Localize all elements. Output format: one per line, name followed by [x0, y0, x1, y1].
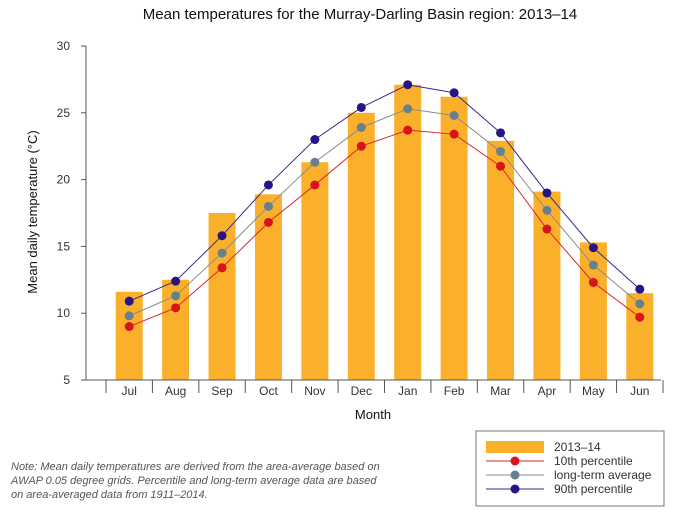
x-tick-label: Nov: [304, 384, 325, 398]
x-tick-label: May: [582, 384, 605, 398]
series-point: [449, 129, 459, 139]
x-tick-label: Jun: [630, 384, 649, 398]
series-point: [356, 102, 366, 112]
series-point: [496, 147, 506, 157]
legend-label: 10th percentile: [554, 454, 633, 468]
series-point: [124, 311, 134, 321]
x-tick-label: Sep: [211, 384, 233, 398]
bar: [115, 291, 143, 380]
series-line: [129, 108, 641, 317]
series-point: [635, 299, 645, 309]
y-axis: 5 10 15 20 25 30: [57, 39, 86, 387]
bar: [487, 140, 515, 380]
series-point: [356, 122, 366, 132]
bar: [208, 213, 236, 380]
y-tick-label: 30: [57, 39, 71, 53]
series-line: [129, 129, 641, 328]
series-point: [263, 180, 273, 190]
series-point: [171, 303, 181, 313]
y-tick-label: 20: [57, 173, 71, 187]
series-point: [496, 161, 506, 171]
series-point: [588, 277, 598, 287]
legend-swatch-marker: [510, 470, 520, 480]
y-tick-label: 10: [57, 306, 71, 320]
series-point: [542, 188, 552, 198]
legend-swatch-bar: [486, 441, 544, 453]
series-point: [496, 128, 506, 138]
series-point: [310, 135, 320, 145]
bar: [301, 162, 329, 380]
x-tick-label: Apr: [538, 384, 557, 398]
x-tick-label: Oct: [259, 384, 278, 398]
series-point: [171, 276, 181, 286]
series-point: [310, 157, 320, 167]
x-axis-label: Month: [355, 407, 391, 422]
footnote: Note: Mean daily temperatures are derive…: [11, 461, 380, 501]
y-tick-label: 15: [57, 239, 71, 253]
chart-title: Mean temperatures for the Murray-Darling…: [143, 6, 577, 23]
series-point: [542, 224, 552, 234]
bar: [440, 96, 468, 380]
series-line: [129, 84, 641, 302]
series-point: [124, 322, 134, 332]
series-point: [124, 296, 134, 306]
y-axis-label: Mean daily temperature (°C): [25, 130, 40, 293]
series-point: [310, 180, 320, 190]
bar: [533, 191, 561, 380]
series-point: [449, 110, 459, 120]
series-point: [635, 284, 645, 294]
legend-label: 90th percentile: [554, 482, 633, 496]
series-point: [356, 141, 366, 151]
series-point: [542, 205, 552, 215]
series-point: [263, 201, 273, 211]
series-point: [588, 243, 598, 253]
series-point: [403, 125, 413, 135]
y-tick-label: 25: [57, 106, 71, 120]
legend-swatch-marker: [510, 456, 520, 466]
series-point: [588, 260, 598, 270]
series-point: [449, 88, 459, 98]
x-tick-label: Jan: [398, 384, 417, 398]
bar-series: [115, 84, 654, 381]
series-point: [171, 291, 181, 301]
series-point: [217, 248, 227, 258]
legend-label: long-term average: [554, 468, 652, 482]
series-point: [403, 104, 413, 114]
x-tick-label: Mar: [490, 384, 511, 398]
y-tick-label: 5: [63, 373, 70, 387]
x-axis: Jul Aug Sep Oct Nov Dec Jan Feb Mar Apr May Jun: [105, 380, 664, 398]
legend-swatch-marker: [510, 484, 520, 494]
series-point: [635, 312, 645, 322]
series-point: [217, 231, 227, 241]
series-point: [263, 217, 273, 227]
x-tick-label: Dec: [351, 384, 372, 398]
line-series: [124, 80, 645, 332]
series-point: [403, 80, 413, 90]
legend-label: 2013–14: [554, 440, 601, 454]
x-tick-label: Aug: [165, 384, 186, 398]
series-point: [217, 263, 227, 273]
x-tick-label: Feb: [444, 384, 465, 398]
bar: [347, 112, 375, 381]
x-tick-label: Jul: [122, 384, 137, 398]
